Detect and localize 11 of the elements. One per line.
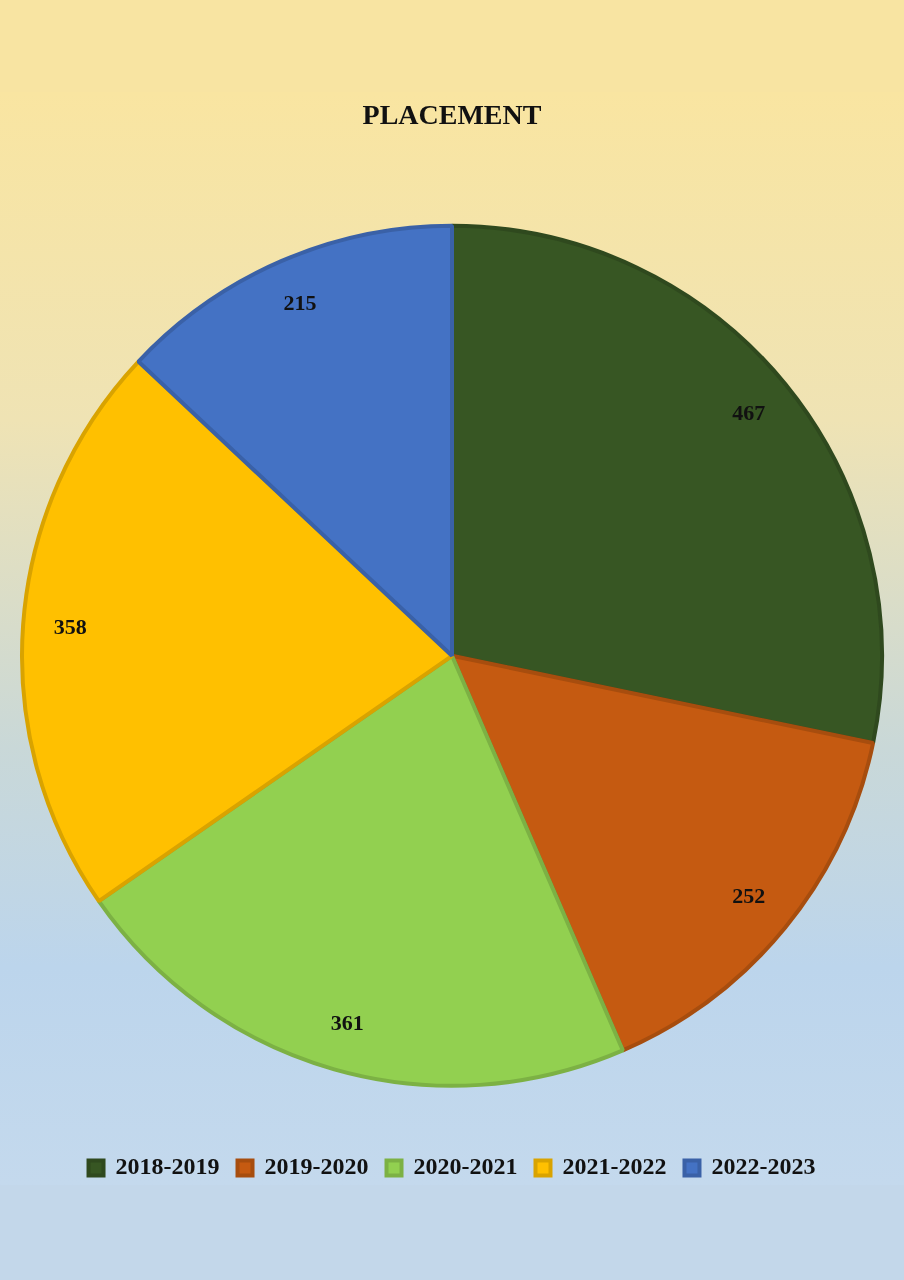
data-label: 252 <box>732 883 766 909</box>
legend-label: 2018-2019 <box>115 1153 220 1180</box>
chart-title: PLACEMENT <box>362 99 542 131</box>
legend-label: 2021-2022 <box>562 1153 667 1180</box>
legend-label: 2022-2023 <box>711 1153 816 1180</box>
legend-label: 2019-2020 <box>264 1153 369 1180</box>
legend-label: 2020-2021 <box>413 1153 518 1180</box>
data-label: 215 <box>283 290 317 316</box>
data-label: 358 <box>53 613 87 639</box>
data-label: 467 <box>732 399 766 425</box>
data-label: 361 <box>330 1009 364 1035</box>
